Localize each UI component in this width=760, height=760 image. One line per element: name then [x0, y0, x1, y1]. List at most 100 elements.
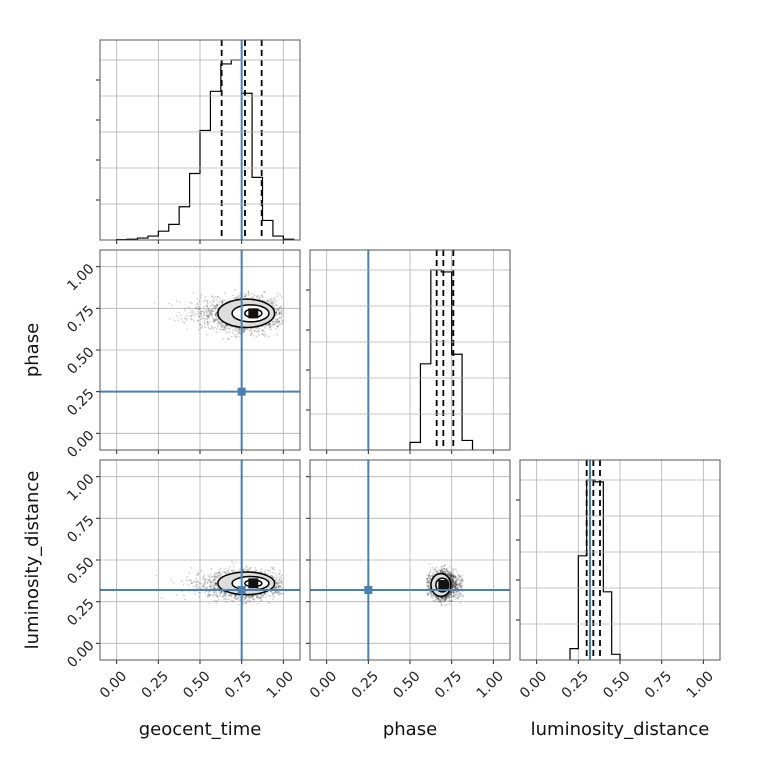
posterior-sample — [245, 294, 248, 297]
posterior-sample — [279, 312, 281, 315]
posterior-sample — [432, 595, 434, 598]
posterior-sample — [198, 300, 201, 303]
posterior-sample — [220, 567, 223, 570]
posterior-sample — [230, 595, 233, 598]
posterior-sample — [243, 329, 246, 332]
posterior-sample — [153, 301, 156, 304]
posterior-sample — [180, 580, 183, 582]
posterior-sample — [278, 577, 281, 580]
posterior-sample — [282, 319, 285, 322]
posterior-sample — [238, 599, 241, 601]
posterior-sample — [445, 595, 448, 598]
posterior-sample — [451, 587, 454, 590]
posterior-sample — [194, 585, 197, 588]
posterior-sample — [212, 585, 215, 588]
posterior-sample — [205, 311, 208, 313]
posterior-sample — [226, 598, 229, 601]
posterior-sample — [238, 331, 241, 334]
posterior-sample — [208, 314, 211, 317]
posterior-sample — [260, 571, 263, 574]
posterior-sample — [210, 567, 213, 570]
posterior-sample — [453, 578, 455, 581]
posterior-sample — [210, 327, 213, 330]
posterior-sample — [255, 594, 258, 597]
posterior-sample — [460, 582, 463, 585]
posterior-sample — [206, 299, 209, 302]
posterior-sample — [452, 579, 454, 582]
posterior-sample — [217, 596, 219, 599]
posterior-sample — [216, 295, 219, 298]
posterior-sample — [444, 598, 447, 600]
posterior-sample — [271, 301, 274, 303]
posterior-sample — [189, 315, 192, 318]
posterior-sample — [213, 600, 216, 602]
posterior-sample — [270, 302, 273, 305]
posterior-sample — [224, 592, 227, 595]
posterior-sample — [207, 316, 210, 319]
posterior-sample — [245, 328, 248, 331]
posterior-sample — [219, 591, 222, 594]
posterior-sample — [203, 319, 206, 322]
posterior-sample — [261, 332, 263, 335]
posterior-sample — [257, 596, 260, 599]
panel-luminosity_distance-vs-phase: 0.00 0.25 0.50 0.75 1.00 — [306, 459, 511, 702]
posterior-sample — [249, 566, 252, 569]
truth-marker — [237, 387, 246, 396]
posterior-sample — [208, 594, 211, 596]
posterior-sample — [212, 319, 215, 321]
posterior-sample — [213, 587, 216, 590]
posterior-sample — [213, 318, 216, 320]
posterior-sample — [445, 568, 448, 570]
posterior-sample — [228, 328, 231, 331]
posterior-sample — [220, 592, 223, 595]
posterior-sample — [262, 594, 264, 597]
posterior-sample — [235, 327, 238, 330]
posterior-sample — [271, 320, 274, 323]
posterior-sample — [215, 576, 218, 579]
posterior-sample — [206, 302, 209, 305]
posterior-sample — [215, 315, 218, 318]
posterior-sample — [272, 298, 275, 300]
posterior-sample — [225, 331, 228, 334]
posterior-sample — [200, 318, 203, 321]
posterior-sample — [263, 300, 266, 303]
posterior-sample — [198, 592, 201, 594]
posterior-sample — [201, 585, 204, 588]
panel-frame — [99, 249, 301, 451]
posterior-sample — [243, 602, 245, 604]
posterior-sample — [277, 573, 280, 576]
posterior-sample — [254, 566, 257, 569]
posterior-sample — [213, 593, 216, 596]
posterior-sample — [253, 329, 256, 332]
posterior-sample — [208, 594, 211, 596]
posterior-sample — [200, 312, 203, 315]
posterior-sample — [450, 572, 453, 575]
posterior-sample — [277, 587, 280, 590]
posterior-sample — [211, 300, 214, 303]
posterior-sample — [454, 585, 456, 588]
posterior-sample — [274, 585, 277, 588]
posterior-sample — [213, 310, 216, 312]
posterior-sample — [277, 591, 279, 594]
y-tick-label: 1.00 — [64, 261, 97, 294]
posterior-sample — [443, 597, 446, 600]
posterior-sample — [276, 576, 279, 579]
posterior-sample — [214, 326, 217, 329]
posterior-sample — [278, 572, 281, 575]
posterior-sample — [236, 296, 239, 299]
posterior-sample — [449, 574, 452, 577]
posterior-sample — [280, 592, 283, 595]
posterior-sample — [208, 327, 211, 330]
posterior-sample — [235, 297, 238, 300]
posterior-sample — [462, 594, 464, 597]
posterior-sample — [214, 577, 217, 580]
posterior-sample — [277, 320, 280, 323]
posterior-sample — [212, 584, 215, 587]
posterior-sample — [268, 323, 270, 326]
posterior-sample — [280, 310, 283, 313]
posterior-sample — [278, 582, 280, 584]
posterior-sample — [250, 332, 253, 335]
posterior-sample — [445, 596, 448, 599]
posterior-sample — [273, 323, 276, 326]
posterior-sample — [432, 600, 435, 602]
